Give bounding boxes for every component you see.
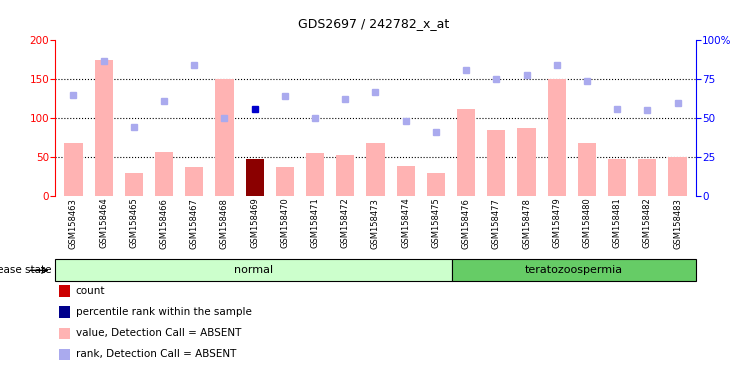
Bar [578, 143, 596, 196]
Text: GSM158483: GSM158483 [673, 198, 682, 248]
Text: GSM158465: GSM158465 [129, 198, 138, 248]
Text: GSM158471: GSM158471 [310, 198, 319, 248]
Text: GSM158475: GSM158475 [432, 198, 441, 248]
Bar [55, 259, 452, 281]
Bar [125, 172, 143, 196]
Text: GSM158467: GSM158467 [190, 198, 199, 248]
Text: GSM158482: GSM158482 [643, 198, 652, 248]
Bar [337, 156, 355, 196]
Text: GSM158478: GSM158478 [522, 198, 531, 248]
Text: GSM158481: GSM158481 [613, 198, 622, 248]
Bar [608, 159, 626, 196]
Bar [276, 167, 294, 196]
Text: GSM158463: GSM158463 [69, 198, 78, 248]
Bar [155, 152, 173, 196]
Bar [669, 157, 687, 196]
Text: GSM158466: GSM158466 [159, 198, 168, 248]
Bar [94, 60, 113, 196]
Bar [245, 159, 264, 196]
Bar [457, 109, 475, 196]
Text: GSM158480: GSM158480 [583, 198, 592, 248]
Text: percentile rank within the sample: percentile rank within the sample [76, 307, 251, 317]
Text: count: count [76, 286, 105, 296]
Text: GSM158476: GSM158476 [462, 198, 470, 248]
Bar [548, 79, 565, 196]
Text: GSM158468: GSM158468 [220, 198, 229, 248]
Text: GSM158479: GSM158479 [552, 198, 561, 248]
Text: GSM158474: GSM158474 [401, 198, 410, 248]
Bar [427, 172, 445, 196]
Text: GSM158477: GSM158477 [491, 198, 501, 248]
Text: normal: normal [234, 265, 273, 275]
Bar [367, 143, 384, 196]
Text: GSM158470: GSM158470 [280, 198, 289, 248]
Text: GSM158464: GSM158464 [99, 198, 108, 248]
Text: GSM158472: GSM158472 [341, 198, 350, 248]
Text: GSM158473: GSM158473 [371, 198, 380, 248]
Bar [396, 166, 414, 196]
Bar [487, 130, 506, 196]
Bar [518, 128, 536, 196]
Bar [215, 79, 233, 196]
Bar [638, 159, 657, 196]
Text: value, Detection Call = ABSENT: value, Detection Call = ABSENT [76, 328, 241, 338]
Text: teratozoospermia: teratozoospermia [524, 265, 623, 275]
Bar [452, 259, 696, 281]
Text: disease state: disease state [0, 265, 52, 275]
Bar [64, 143, 82, 196]
Text: GDS2697 / 242782_x_at: GDS2697 / 242782_x_at [298, 17, 450, 30]
Bar [186, 167, 203, 196]
Bar [306, 153, 324, 196]
Text: GSM158469: GSM158469 [250, 198, 260, 248]
Text: rank, Detection Call = ABSENT: rank, Detection Call = ABSENT [76, 349, 236, 359]
